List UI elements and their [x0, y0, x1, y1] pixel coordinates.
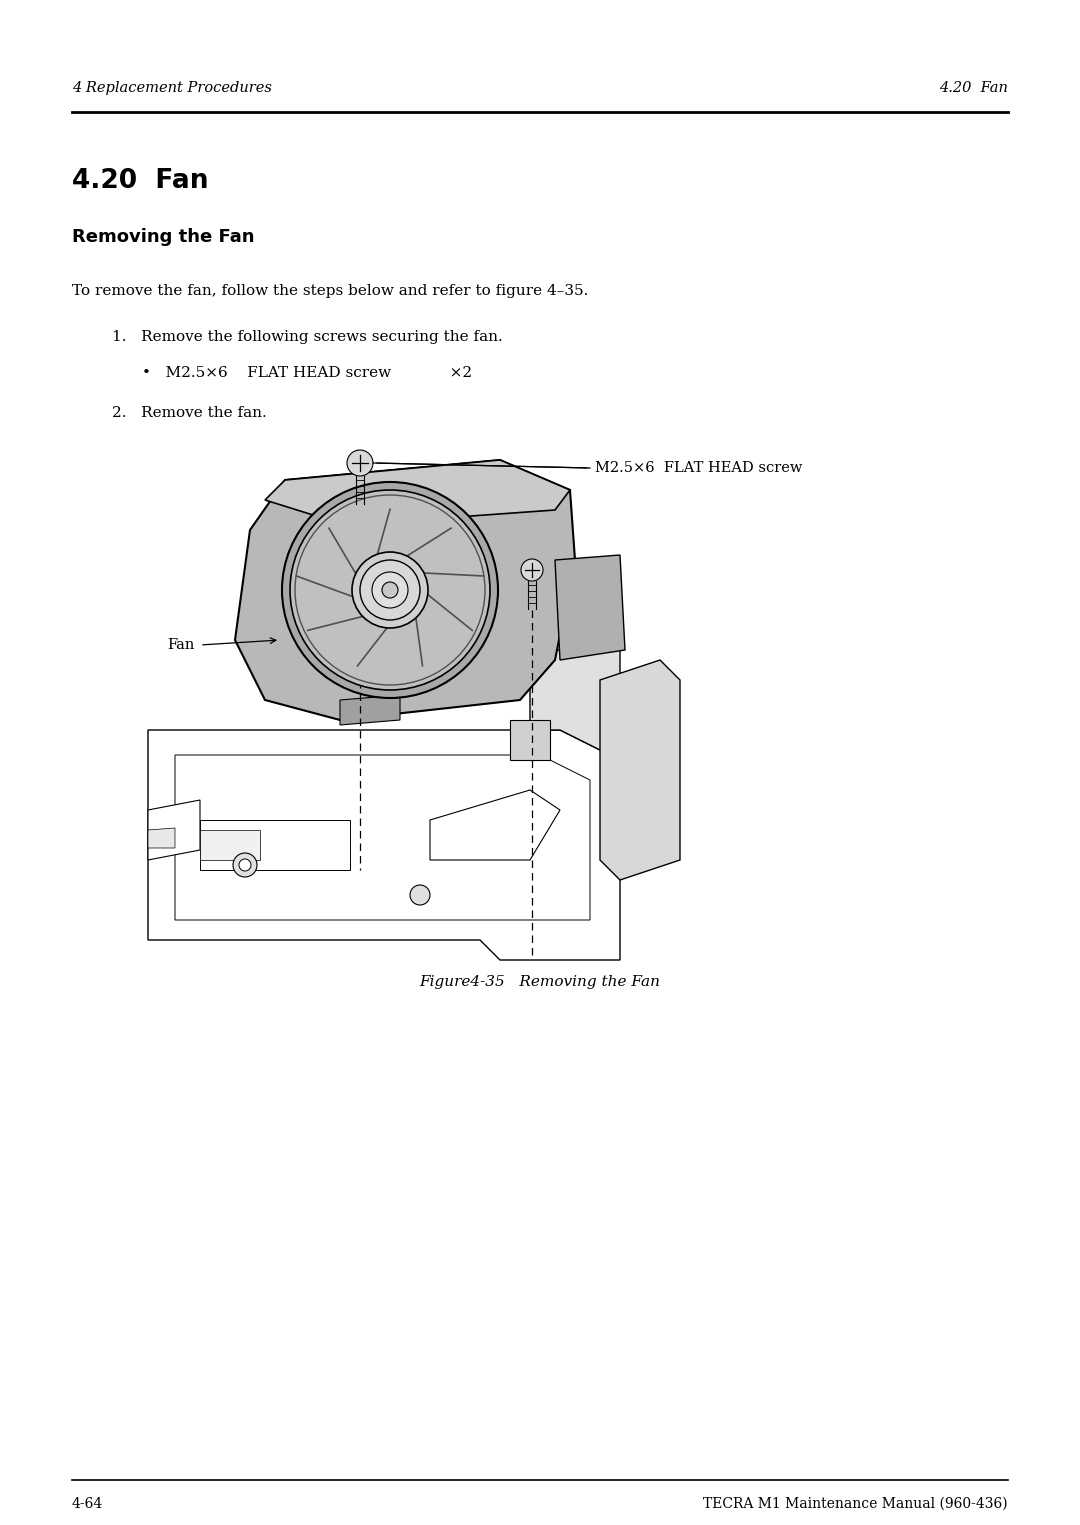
Polygon shape [200, 830, 260, 860]
Text: Removing the Fan: Removing the Fan [72, 229, 255, 246]
Polygon shape [148, 730, 620, 961]
Circle shape [347, 450, 373, 476]
Circle shape [282, 482, 498, 698]
Polygon shape [340, 695, 400, 724]
Polygon shape [430, 790, 561, 860]
Circle shape [372, 572, 408, 608]
Circle shape [521, 560, 543, 581]
Text: 2.   Remove the fan.: 2. Remove the fan. [112, 406, 267, 419]
Polygon shape [600, 660, 680, 880]
Polygon shape [265, 461, 570, 525]
Text: 4.20  Fan: 4.20 Fan [72, 168, 208, 194]
Polygon shape [200, 820, 350, 869]
Circle shape [382, 583, 399, 598]
Polygon shape [148, 801, 200, 860]
Text: •   M2.5×6    FLAT HEAD screw            ×2: • M2.5×6 FLAT HEAD screw ×2 [141, 366, 472, 380]
Circle shape [352, 552, 428, 628]
Polygon shape [555, 555, 625, 660]
Polygon shape [510, 720, 550, 759]
Polygon shape [235, 461, 575, 720]
Text: 4.20  Fan: 4.20 Fan [940, 81, 1008, 95]
Text: Figure4-35   Removing the Fan: Figure4-35 Removing the Fan [419, 974, 661, 990]
Polygon shape [175, 755, 590, 920]
Text: TECRA M1 Maintenance Manual (960-436): TECRA M1 Maintenance Manual (960-436) [703, 1498, 1008, 1511]
Circle shape [291, 490, 490, 689]
Polygon shape [530, 650, 620, 759]
Text: 4 Replacement Procedures: 4 Replacement Procedures [72, 81, 272, 95]
Text: To remove the fan, follow the steps below and refer to figure 4–35.: To remove the fan, follow the steps belo… [72, 284, 589, 297]
Polygon shape [148, 828, 175, 848]
Text: 4-64: 4-64 [72, 1498, 104, 1511]
Circle shape [239, 859, 251, 871]
Text: Fan: Fan [167, 637, 195, 653]
Circle shape [360, 560, 420, 621]
Circle shape [410, 884, 430, 904]
Circle shape [233, 852, 257, 877]
Text: M2.5×6  FLAT HEAD screw: M2.5×6 FLAT HEAD screw [595, 461, 802, 474]
Text: 1.   Remove the following screws securing the fan.: 1. Remove the following screws securing … [112, 329, 503, 345]
